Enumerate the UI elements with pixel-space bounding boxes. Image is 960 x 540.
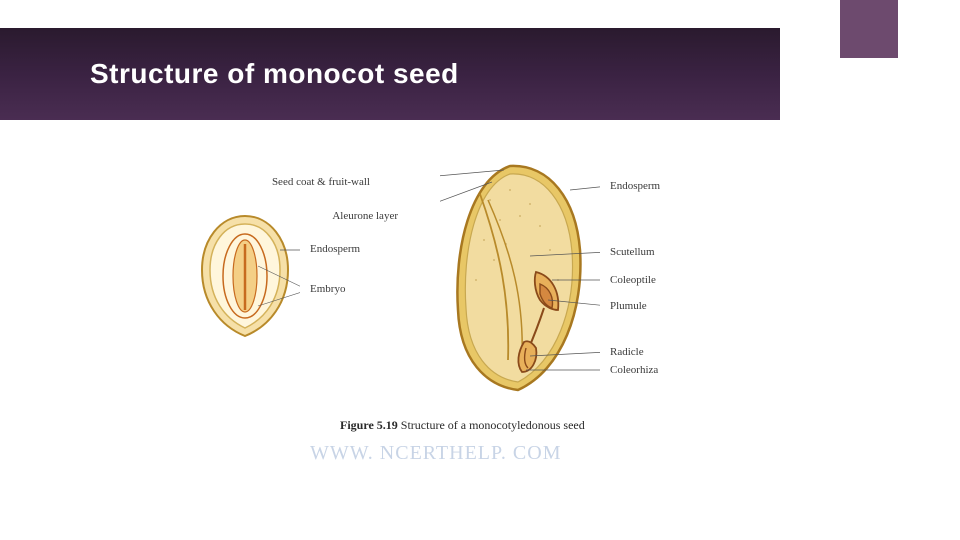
header-band: Structure of monocot seed [0,28,780,120]
right-seed-illustration [440,160,600,400]
label-endosperm-right: Endosperm [610,180,660,192]
label-coleorhiza: Coleorhiza [610,364,658,376]
label-coleoptile: Coleoptile [610,274,656,286]
caption-prefix: Figure 5.19 [340,418,398,432]
label-plumule: Plumule [610,300,647,312]
label-embryo-left: Embryo [310,283,345,295]
slide-title: Structure of monocot seed [90,58,459,90]
accent-block [840,0,898,58]
label-endosperm-left: Endosperm [310,243,360,255]
caption-text: Structure of a monocotyledonous seed [401,418,585,432]
label-radicle: Radicle [610,346,644,358]
diagram-area: Endosperm Embryo [160,160,800,480]
label-aleurone: Aleurone layer [318,210,398,222]
label-seed-coat: Seed coat & fruit-wall [270,176,370,188]
left-seed-illustration [190,210,300,340]
label-scutellum: Scutellum [610,246,655,258]
watermark: WWW. NCERTHELP. COM [310,442,562,465]
figure-caption: Figure 5.19 Structure of a monocotyledon… [340,418,585,433]
